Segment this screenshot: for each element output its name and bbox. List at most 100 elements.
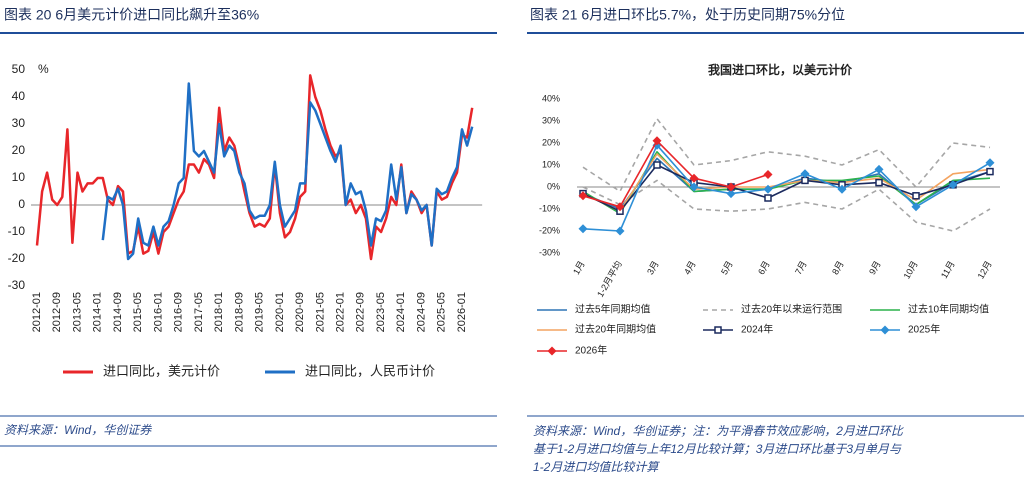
- chart-title: 图表 21 6月进口环比5.7%，处于历史同期75%分位: [530, 7, 845, 23]
- x-tick-label: 2021-05: [314, 292, 326, 332]
- y-tick-label: 40%: [542, 93, 560, 103]
- x-tick-label: 2026-01: [456, 292, 468, 332]
- x-tick-label: 2017-05: [193, 292, 205, 332]
- marker: [615, 202, 625, 212]
- y-tick-label: -20: [8, 251, 26, 265]
- x-tick-label: 3月: [645, 259, 661, 276]
- series-line: [582, 144, 991, 232]
- chart-subtitle: 我国进口环比，以美元计价: [708, 62, 853, 77]
- x-tick-label: 9月: [867, 259, 883, 276]
- legend-label: 过去20年同期均值: [575, 323, 656, 336]
- x-tick-label: 2012-09: [51, 292, 63, 332]
- x-tick-label: 2020-09: [294, 292, 306, 332]
- x-tick-label: 2016-09: [173, 292, 185, 332]
- marker: [726, 182, 736, 192]
- x-tick-label: 2020-01: [274, 292, 286, 332]
- chart-title: 图表 20 6月美元计价进口同比飙升至36%: [4, 7, 259, 23]
- x-tick-label: 7月: [793, 259, 809, 276]
- y-tick-label: -10%: [539, 203, 560, 213]
- source-note: 资料来源：Wind，华创证券: [4, 423, 152, 437]
- marker: [653, 161, 661, 169]
- y-tick-label: -20%: [539, 225, 560, 235]
- x-tick-label: 2023-05: [375, 292, 387, 332]
- series-line: [582, 151, 991, 215]
- legend-marker: [547, 346, 557, 356]
- y-tick-label: 10: [12, 170, 26, 184]
- marker: [689, 173, 699, 183]
- marker: [985, 158, 995, 168]
- marker: [800, 169, 810, 179]
- marker: [874, 164, 884, 174]
- series-line: [582, 179, 991, 232]
- legend-label: 进口同比，人民币计价: [305, 363, 435, 378]
- legend-marker: [880, 325, 890, 335]
- legend-label: 过去10年同期均值: [908, 303, 989, 316]
- marker: [875, 178, 883, 187]
- marker: [763, 184, 773, 194]
- y-tick-label: -30: [8, 278, 26, 292]
- y-tick-label: 30%: [542, 115, 560, 125]
- y-unit: %: [38, 62, 49, 76]
- source-note: 基于1-2月进口均值与上年12月比较计算；3月进口环比基于3月单月与: [533, 442, 902, 456]
- marker: [948, 180, 958, 190]
- y-tick-label: 40: [12, 89, 26, 103]
- x-tick-label: 2013-05: [71, 292, 83, 332]
- series-line: [582, 140, 769, 208]
- x-tick-label: 12月: [976, 259, 994, 280]
- x-tick-label: 4月: [682, 259, 698, 276]
- y-tick-label: 30: [12, 116, 26, 130]
- marker: [615, 226, 625, 236]
- y-tick-label: -10: [8, 224, 26, 238]
- x-tick-label: 2018-09: [233, 292, 245, 332]
- x-tick-label: 2025-05: [436, 292, 448, 332]
- x-tick-label: 2019-05: [254, 292, 266, 332]
- x-tick-label: 2024-01: [395, 292, 407, 332]
- y-tick-label: -30%: [539, 247, 560, 257]
- marker: [763, 169, 773, 179]
- y-tick-label: 50: [12, 62, 26, 76]
- marker: [837, 184, 847, 194]
- marker: [578, 191, 588, 201]
- legend-label: 进口同比，美元计价: [103, 363, 220, 378]
- x-tick-label: 2015-05: [132, 292, 144, 332]
- series-line: [582, 153, 991, 212]
- series-line: [582, 164, 991, 212]
- x-tick-label: 2022-09: [355, 292, 367, 332]
- legend-label: 2025年: [908, 323, 940, 336]
- y-tick-label: 20%: [542, 137, 560, 147]
- source-note: 资料来源：Wind，华创证券；注：为平滑春节效应影响，2月进口环比: [533, 424, 904, 438]
- x-tick-label: 2024-09: [415, 292, 427, 332]
- y-tick-label: 20: [12, 143, 26, 157]
- x-tick-label: 11月: [939, 259, 957, 280]
- x-tick-label: 10月: [902, 259, 920, 280]
- series-line: [35, 74, 474, 261]
- y-tick-label: 0: [18, 197, 25, 211]
- y-tick-label: 0%: [547, 181, 560, 191]
- marker: [911, 202, 921, 212]
- marker: [726, 189, 736, 199]
- legend-label: 过去5年同期均值: [575, 303, 651, 316]
- x-tick-label: 5月: [719, 259, 735, 276]
- marker: [986, 167, 994, 176]
- marker: [764, 194, 772, 202]
- legend-label: 2026年: [575, 344, 607, 357]
- marker: [652, 136, 662, 146]
- x-tick-label: 8月: [830, 259, 846, 276]
- series-line: [101, 82, 474, 261]
- x-tick-label: 1-2月平均: [594, 259, 624, 299]
- x-tick-label: 2018-01: [213, 292, 225, 332]
- marker: [689, 182, 699, 192]
- x-tick-label: 2014-01: [92, 292, 104, 332]
- x-tick-label: 1月: [571, 259, 587, 276]
- x-tick-label: 2016-01: [152, 292, 164, 332]
- legend-marker: [714, 326, 722, 334]
- legend-label: 过去20年以来运行范围: [741, 303, 842, 316]
- marker: [912, 192, 920, 200]
- x-tick-label: 2012-01: [31, 292, 43, 332]
- legend-label: 2024年: [741, 323, 773, 336]
- source-note: 1-2月进口均值比较计算: [533, 460, 660, 474]
- y-tick-label: 10%: [542, 159, 560, 169]
- series-line: [582, 118, 991, 193]
- x-tick-label: 2022-01: [335, 292, 347, 332]
